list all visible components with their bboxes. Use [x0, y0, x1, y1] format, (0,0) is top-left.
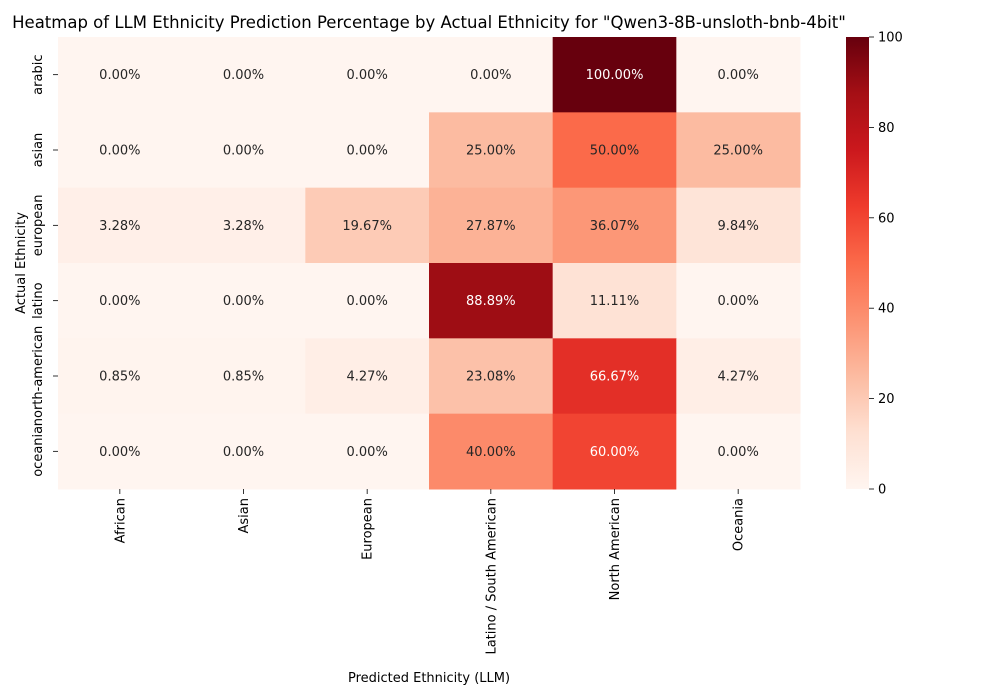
heatmap-cell: [181, 187, 306, 264]
heatmap-cell: [676, 413, 801, 490]
heatmap-cell: [305, 413, 430, 490]
colorbar-tick-label: 40: [878, 302, 895, 317]
heatmap-cell: [429, 413, 554, 490]
heatmap-cell: [58, 338, 183, 415]
x-axis-label: Predicted Ethnicity (LLM): [348, 671, 510, 686]
heatmap-cell: [58, 187, 183, 264]
cell-value-label: 0.00%: [223, 144, 264, 159]
cell-value-label: 4.27%: [718, 370, 759, 385]
heatmap-cell: [552, 112, 677, 189]
heatmap-cell: [305, 112, 430, 189]
heatmap-cell: [429, 37, 554, 113]
heatmap-cell: [429, 263, 554, 339]
cell-value-label: 0.00%: [223, 68, 264, 83]
cell-value-label: 50.00%: [590, 144, 640, 159]
cell-value-label: 0.00%: [99, 294, 140, 309]
x-tick-label: European: [361, 498, 376, 560]
y-tick-label: asian: [31, 133, 46, 168]
cell-value-label: 9.84%: [718, 219, 759, 234]
heatmap-cell: [58, 263, 183, 339]
cell-value-label: 0.00%: [99, 144, 140, 159]
cell-value-label: 66.67%: [590, 370, 640, 385]
x-axis-ticks: African Asian European Latino / South Ameri…: [113, 489, 747, 655]
y-tick-label: north-american: [31, 326, 46, 427]
cell-value-label: 0.00%: [347, 294, 388, 309]
cell-value-label: 19.67%: [342, 219, 392, 234]
colorbar: 0 20 40 60 80 100: [846, 31, 903, 498]
heatmap-cell: [305, 263, 430, 339]
cell-value-label: 3.28%: [223, 219, 264, 234]
y-axis-ticks: arabic asian european latino north-americano…: [31, 55, 58, 477]
heatmap-cell: [58, 37, 183, 113]
cell-value-label: 36.07%: [590, 219, 640, 234]
cell-value-label: 60.00%: [590, 445, 640, 460]
cell-value-label: 0.00%: [347, 68, 388, 83]
heatmap-cell: [58, 112, 183, 189]
cell-value-label: 23.08%: [466, 370, 516, 385]
heatmap-cell: [552, 413, 677, 490]
heatmap-cell: [552, 37, 677, 113]
colorbar-tick-label: 20: [878, 392, 895, 407]
cell-value-label: 11.11%: [590, 294, 640, 309]
heatmap-cell: [676, 112, 801, 189]
y-tick-label: latino: [31, 282, 46, 319]
cell-value-label: 0.85%: [223, 370, 264, 385]
heatmap-cell: [552, 187, 677, 264]
colorbar-tick-label: 60: [878, 211, 895, 226]
x-tick-label: Latino / South American: [484, 498, 499, 655]
y-axis-label: Actual Ethnicity: [14, 212, 29, 314]
x-tick-label: Oceania: [732, 498, 747, 551]
cell-value-label: 0.00%: [470, 68, 511, 83]
heatmap-cell: [676, 187, 801, 264]
colorbar-tick-label: 80: [878, 121, 895, 136]
colorbar-tick-label: 0: [878, 483, 886, 498]
heatmap-cell: [58, 413, 183, 490]
y-tick-label: oceania: [31, 426, 46, 477]
cell-value-label: 3.28%: [99, 219, 140, 234]
x-tick-label: Asian: [237, 498, 252, 533]
heatmap-cell: [676, 263, 801, 339]
cell-value-label: 0.00%: [99, 445, 140, 460]
heatmap-cell: [429, 187, 554, 264]
heatmap-cell: [429, 338, 554, 415]
cell-value-label: 0.00%: [347, 445, 388, 460]
cell-value-label: 0.00%: [718, 445, 759, 460]
cell-value-label: 0.00%: [347, 144, 388, 159]
cell-value-label: 40.00%: [466, 445, 516, 460]
heatmap-cell: [552, 263, 677, 339]
heatmap-cell: [305, 187, 430, 264]
heatmap-cell: [676, 37, 801, 113]
cell-value-label: 0.85%: [99, 370, 140, 385]
heatmap-cell: [181, 112, 306, 189]
cell-value-label: 0.00%: [718, 294, 759, 309]
heatmap-cell: [305, 338, 430, 415]
colorbar-tick-label: 100: [878, 31, 903, 46]
x-tick-label: North American: [608, 498, 623, 600]
heatmap-cell: [181, 37, 306, 113]
heatmap-cell: [305, 37, 430, 113]
y-tick-label: european: [31, 194, 46, 256]
heatmap-cells: 0.00% 0.00% 0.00% 0.00% 100.00% 0.00% 0.00% 0.0…: [58, 37, 801, 490]
cell-value-label: 88.89%: [466, 294, 516, 309]
cell-value-label: 4.27%: [347, 370, 388, 385]
heatmap-cell: [181, 338, 306, 415]
heatmap-cell: [181, 413, 306, 490]
cell-value-label: 27.87%: [466, 219, 516, 234]
colorbar-gradient: [846, 37, 869, 489]
cell-value-label: 0.00%: [223, 294, 264, 309]
cell-value-label: 0.00%: [223, 445, 264, 460]
y-tick-label: arabic: [31, 55, 46, 95]
cell-value-label: 100.00%: [586, 68, 644, 83]
cell-value-label: 25.00%: [466, 144, 516, 159]
heatmap-cell: [181, 263, 306, 339]
cell-value-label: 0.00%: [718, 68, 759, 83]
x-tick-label: African: [113, 498, 128, 543]
cell-value-label: 0.00%: [99, 68, 140, 83]
heatmap-cell: [552, 338, 677, 415]
heatmap-cell: [676, 338, 801, 415]
chart-title: Heatmap of LLM Ethnicity Prediction Perc…: [12, 13, 846, 32]
heatmap-cell: [429, 112, 554, 189]
cell-value-label: 25.00%: [713, 144, 763, 159]
